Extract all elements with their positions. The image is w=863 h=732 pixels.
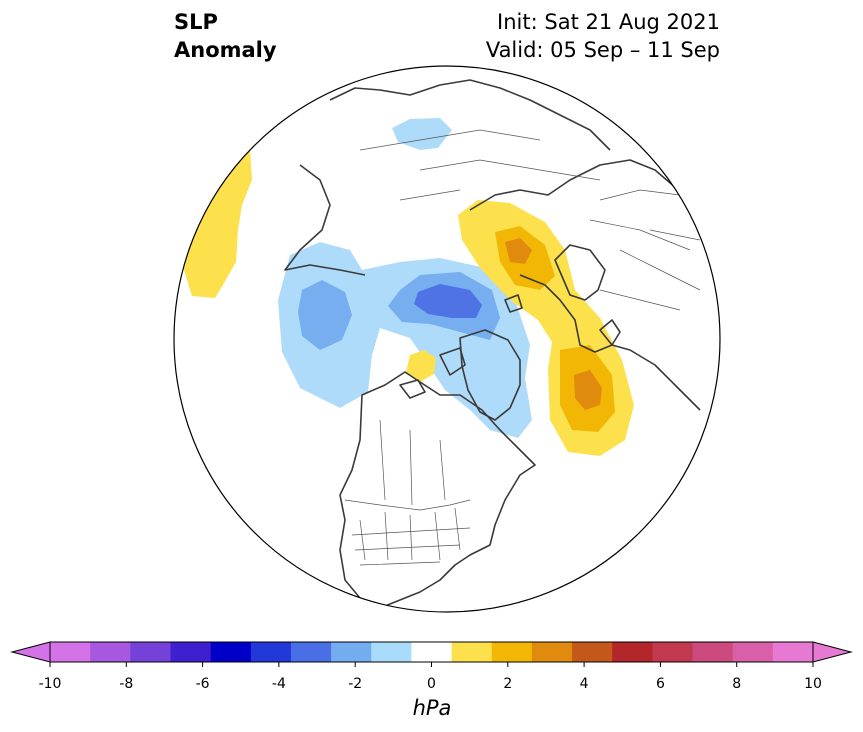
colorbar-segment <box>652 642 694 662</box>
europe-borders <box>589 219 701 311</box>
colorbar-segment <box>130 642 171 662</box>
colorbar: -10 -8 -6 -4 -2 0 2 4 6 8 10 hPa <box>10 641 853 720</box>
asia-borders <box>359 129 601 201</box>
colorbar-tick-label: 8 <box>732 676 741 692</box>
colorbar-segment <box>451 642 493 662</box>
us-canada-border <box>344 499 471 511</box>
uk-coast <box>599 319 621 346</box>
siberia-coast <box>329 79 611 151</box>
colorbar-segment <box>50 642 91 662</box>
positive-anomaly-east-core-south <box>574 370 602 410</box>
colorbar-tick-label: -4 <box>272 676 286 692</box>
colorbar-tick-label: -6 <box>196 676 210 692</box>
positive-anomaly-pacific <box>184 150 252 298</box>
polar-map <box>173 65 721 613</box>
colorbar-segment <box>732 642 774 662</box>
colorbar-tick-label: -8 <box>119 676 133 692</box>
colorbar-tick-label: 0 <box>427 676 436 692</box>
colorbar-segments <box>50 642 814 662</box>
colorbar-tick-label: 6 <box>656 676 665 692</box>
colorbar-segment <box>210 642 252 662</box>
negative-anomaly-west-core <box>298 280 352 350</box>
positive-anomaly-east-core-north <box>505 238 532 264</box>
scandinavia-coast <box>554 244 606 301</box>
colorbar-units-label: hPa <box>413 696 452 720</box>
variable-type: Anomaly <box>174 38 277 62</box>
arctic-islands-2 <box>399 379 426 399</box>
colorbar-segment <box>331 642 372 662</box>
greenland-coast <box>459 329 521 421</box>
map-boundary-circle <box>173 65 721 613</box>
map-title-right: Init: Sat 21 Aug 2021 Valid: 05 Sep – 11… <box>486 8 720 64</box>
colorbar-overflow-arrow <box>812 641 853 663</box>
colorbar-segment <box>491 642 533 662</box>
valid-period: Valid: 05 Sep – 11 Sep <box>485 38 720 62</box>
arctic-islands <box>439 347 466 376</box>
colorbar-segment <box>612 642 653 662</box>
colorbar-tick-label: -10 <box>39 676 62 692</box>
colorbar-segment <box>572 642 613 662</box>
us-states-grid-2 <box>351 527 471 566</box>
colorbar-segment <box>170 642 212 662</box>
colorbar-segment <box>90 642 131 662</box>
colorbar-underflow-arrow <box>10 641 51 663</box>
colorbar-segment <box>371 642 412 662</box>
positive-anomaly-archipelago <box>406 350 436 382</box>
north-america-coast <box>339 371 536 609</box>
variable-name: SLP <box>174 10 218 34</box>
political-boundaries <box>344 129 701 566</box>
russia-borders <box>599 189 701 241</box>
colorbar-segment <box>772 642 814 662</box>
colorbar-segment <box>250 642 292 662</box>
colorbar-segment <box>290 642 332 662</box>
colorbar-tick-label: 4 <box>580 676 589 692</box>
colorbar-tick-label: 2 <box>503 676 512 692</box>
colorbar-ticks: -10 -8 -6 -4 -2 0 2 4 6 8 10 <box>39 662 822 692</box>
us-states-grid-1 <box>359 507 461 561</box>
colorbar-tick-label: 10 <box>804 676 822 692</box>
colorbar-tick-label: -2 <box>348 676 362 692</box>
canada-provinces <box>379 419 446 506</box>
map-title-left: SLP Anomaly <box>174 8 277 64</box>
svalbard-coast <box>504 294 523 313</box>
colorbar-segment <box>411 642 453 662</box>
init-date: Init: Sat 21 Aug 2021 <box>497 10 720 34</box>
colorbar-segment <box>531 642 573 662</box>
alaska-coast <box>284 164 366 276</box>
colorbar-segment <box>692 642 734 662</box>
negative-anomaly-arctic-core <box>414 284 482 318</box>
europe-coast <box>519 274 701 411</box>
